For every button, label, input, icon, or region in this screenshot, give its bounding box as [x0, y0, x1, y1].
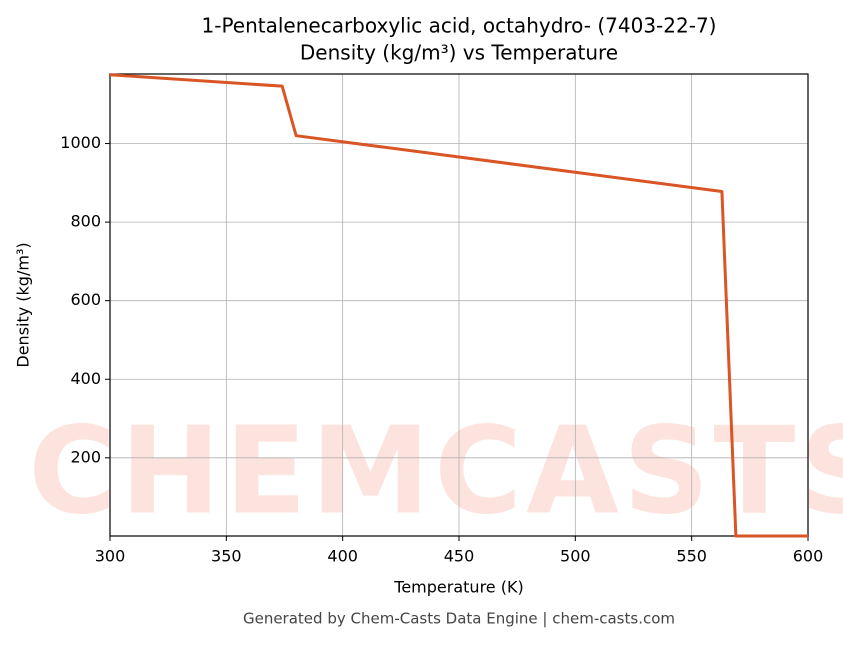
y-tick-label: 200: [70, 447, 101, 466]
x-tick-label: 450: [444, 547, 475, 566]
footer: Generated by Chem-Casts Data Engine | ch…: [243, 610, 675, 628]
plot-frame: [109, 73, 809, 537]
x-tick-label: 550: [676, 547, 707, 566]
y-tick-label: 1000: [60, 133, 101, 152]
x-tick-label: 600: [793, 547, 824, 566]
data-line: [109, 73, 808, 538]
y-tick-label: 600: [70, 290, 101, 309]
watermark: CHEMCASTS: [28, 403, 843, 542]
x-tick-label: 350: [211, 547, 242, 566]
y-axis-label: Density (kg/m³): [14, 242, 33, 367]
x-tick-label: 500: [560, 547, 591, 566]
y-tick-label: 800: [70, 212, 101, 231]
x-tick-label: 400: [327, 547, 358, 566]
chart-subtitle: Density (kg/m³) vs Temperature: [300, 41, 618, 65]
chart-title: 1-Pentalenecarboxylic acid, octahydro- (…: [202, 14, 717, 38]
y-tick-label: 400: [70, 369, 101, 388]
x-axis-label: Temperature (K): [393, 578, 523, 597]
x-tick-label: 300: [95, 547, 126, 566]
